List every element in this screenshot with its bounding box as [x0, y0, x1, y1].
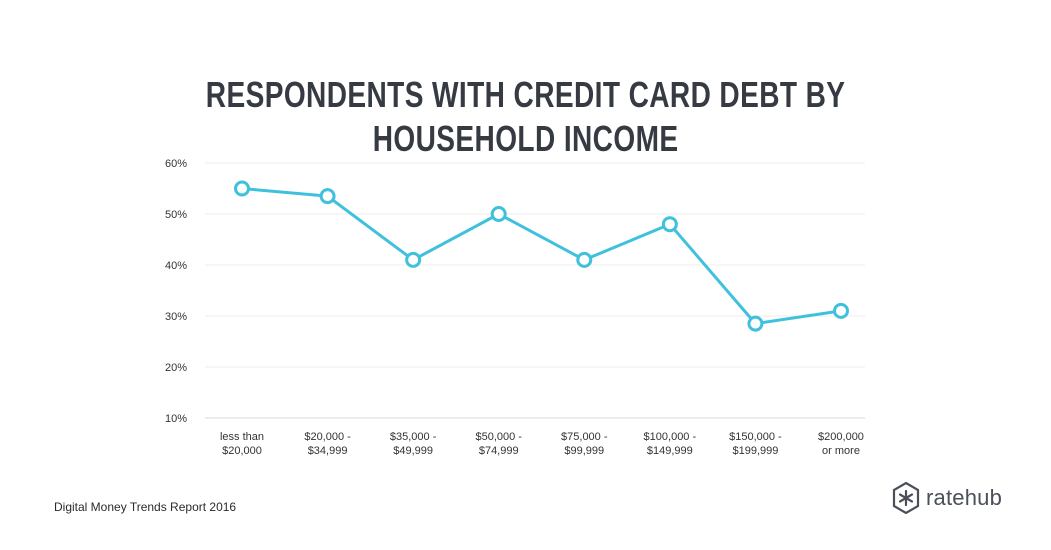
data-point	[833, 302, 849, 319]
data-point	[747, 315, 764, 332]
data-point	[319, 188, 336, 205]
x-tick-label: $35,000 -$49,999	[390, 431, 437, 457]
y-tick-label: 10%	[165, 413, 187, 425]
x-tick-label: $75,000 -$99,999	[561, 431, 608, 457]
y-tick-label: 50%	[165, 209, 187, 221]
x-tick-label: $200,000 or more	[818, 431, 864, 457]
ratehub-asterisk-hexagon-icon	[892, 482, 920, 514]
x-tick-label: less than $20,000	[220, 431, 264, 457]
data-point	[490, 206, 507, 222]
x-tick-label: $100,000 -$149,999	[644, 431, 697, 457]
x-tick-label: $20,000 -$34,999	[304, 431, 351, 457]
y-tick-label: 60%	[165, 158, 187, 170]
y-tick-label: 30%	[165, 311, 187, 323]
ratehub-logo: ratehub	[892, 481, 1010, 515]
series-line	[241, 187, 842, 326]
y-tick-label: 40%	[165, 260, 187, 272]
source-note: Digital Money Trends Report 2016	[54, 500, 237, 514]
data-point	[576, 251, 593, 268]
data-point	[234, 180, 250, 197]
x-tick-label: $50,000 -$74,999	[475, 431, 522, 457]
data-point	[405, 251, 422, 268]
x-tick-label: $150,000 -$199,999	[729, 431, 782, 457]
y-tick-label: 20%	[165, 362, 187, 374]
chart-title: RESPONDENTS WITH CREDIT CARD DEBT BY HOU…	[205, 74, 846, 159]
logo-text: ratehub	[926, 485, 1003, 510]
data-point	[661, 216, 678, 233]
